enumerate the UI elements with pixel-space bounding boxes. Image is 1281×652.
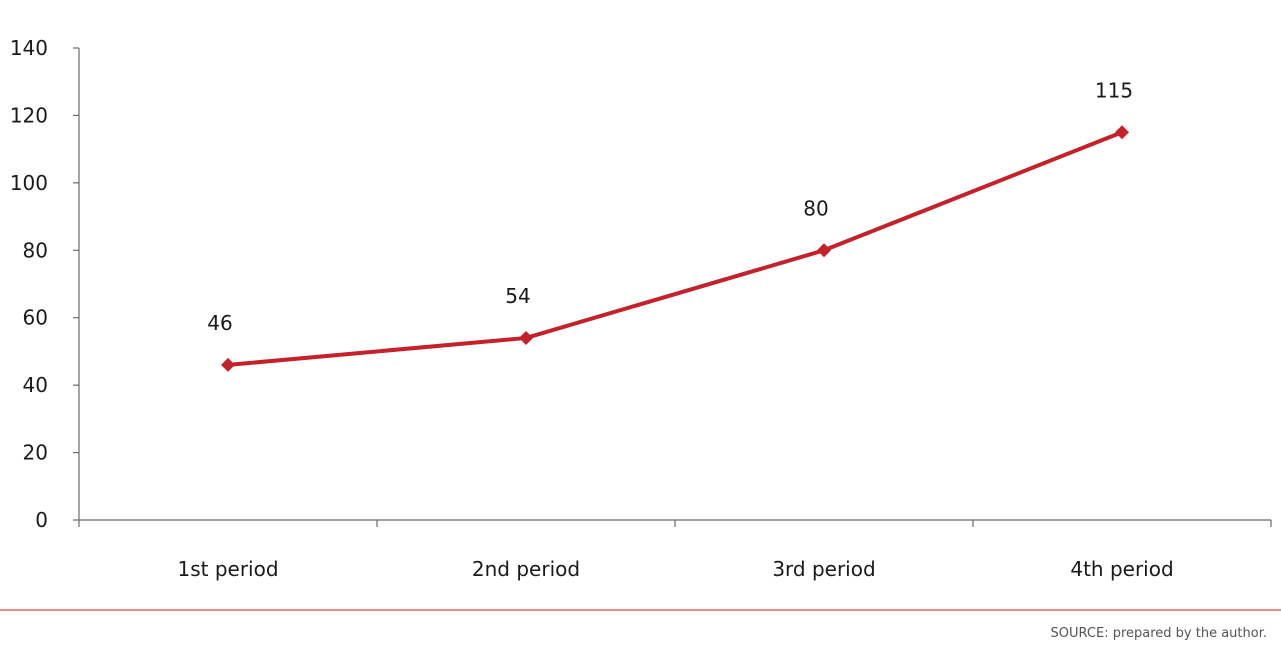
data-label: 115 <box>1095 78 1133 102</box>
x-tick-label: 2nd period <box>472 557 580 581</box>
y-tick-label: 80 <box>23 238 48 262</box>
x-tick-label: 3rd period <box>772 557 875 581</box>
series-line-group <box>221 125 1129 372</box>
data-point-marker <box>221 357 235 372</box>
y-tick-label: 140 <box>10 36 48 60</box>
series-line <box>226 130 1124 367</box>
y-tick-label: 40 <box>23 373 48 397</box>
x-tick-label: 4th period <box>1070 557 1173 581</box>
data-label: 80 <box>803 196 828 220</box>
y-tick-label: 120 <box>10 103 48 127</box>
line-chart: 0 20 40 60 80 100 120 140 1st period 2nd period 3… <box>10 36 1272 581</box>
data-point-marker <box>817 243 831 258</box>
source-note: SOURCE: prepared by the author. <box>1050 626 1267 641</box>
data-point-marker <box>519 330 533 345</box>
y-tick-label: 0 <box>35 508 48 532</box>
footer-divider <box>0 609 1281 611</box>
data-labels: 46 54 80 115 <box>207 78 1133 335</box>
data-label: 46 <box>207 311 232 335</box>
x-axis: 1st period 2nd period 3rd period 4th period <box>78 519 1272 581</box>
y-tick-label: 60 <box>23 306 48 330</box>
data-point-marker <box>1115 125 1129 140</box>
data-label: 54 <box>505 284 530 308</box>
y-tick-label: 100 <box>10 171 48 195</box>
y-axis: 0 20 40 60 80 100 120 140 <box>10 36 80 532</box>
y-tick-label: 20 <box>23 441 48 465</box>
x-tick-label: 1st period <box>177 557 278 581</box>
